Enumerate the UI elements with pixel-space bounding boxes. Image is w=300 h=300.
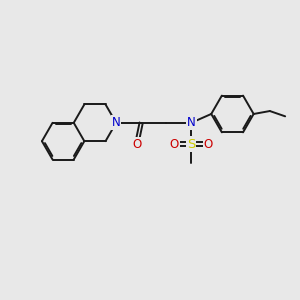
Text: N: N [112,116,121,129]
Text: S: S [187,137,195,151]
Text: N: N [187,116,196,129]
Text: O: O [204,137,213,151]
Text: O: O [169,137,179,151]
Text: O: O [132,137,141,151]
